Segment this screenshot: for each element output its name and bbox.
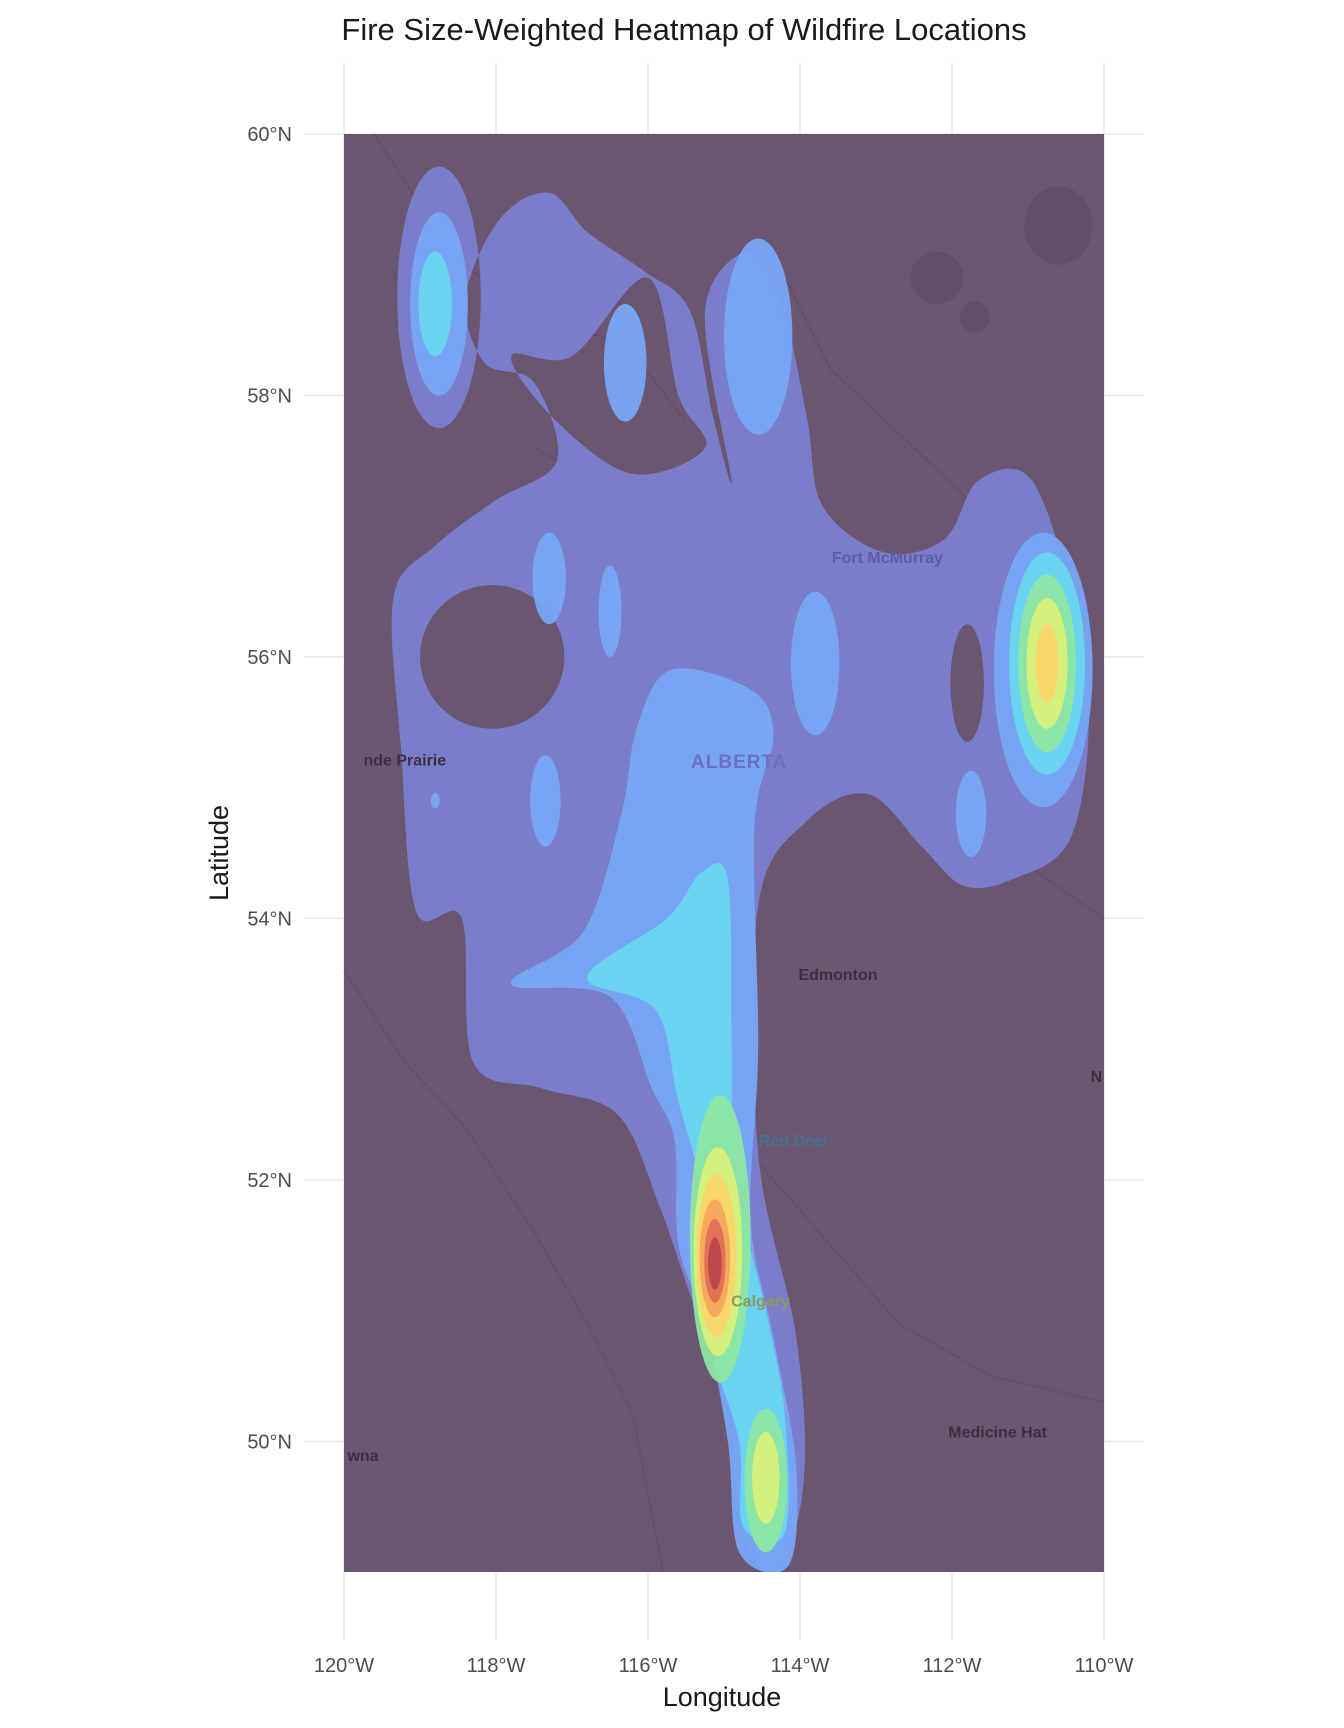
y-tick-label: 60°N [247,124,292,146]
map-label: Fort McMurray [832,550,943,567]
map-river [343,970,664,1573]
y-tick-label: 52°N [247,1170,292,1192]
density-band-2 [410,212,1093,1572]
y-tick-label: 50°N [247,1431,292,1453]
density-layer [391,166,1093,1572]
x-axis-title: Longitude [663,1682,782,1712]
x-tick-label: 118°W [467,1655,526,1677]
x-axis-ticks: 120°W 118°W 116°W 114°W 112°W 110°W [314,1655,1134,1677]
y-axis-ticks: 50°N 52°N 54°N 56°N 58°N 60°N [247,124,292,1453]
density-band-6 [696,624,1059,1337]
map-label: Red Deer [759,1133,829,1150]
y-tick-label: 54°N [247,908,292,930]
y-axis-title: Latitude [204,805,234,901]
x-tick-label: 112°W [923,1655,982,1677]
x-tick-label: 114°W [771,1655,830,1677]
map-label: ALBERTA [691,752,787,773]
density-band-3 [418,251,1086,1543]
map-label: Edmonton [798,967,877,984]
y-tick-label: 58°N [247,385,292,407]
x-tick-label: 110°W [1075,1655,1134,1677]
x-tick-label: 120°W [314,1655,374,1677]
map-label: wna [346,1448,378,1465]
density-band-9 [708,1237,722,1290]
density-band-5 [693,598,1068,1524]
map-label: nde Prairie [363,752,446,769]
chart-title: Fire Size-Weighted Heatmap of Wildfire L… [341,12,1026,47]
map-lake [1024,186,1093,265]
map-label: Medicine Hat [948,1424,1047,1441]
y-tick-label: 56°N [247,647,292,669]
map-lake [959,301,990,333]
map-lake [910,251,964,304]
map-labels: Fort McMurray ALBERTA nde Prairie Edmonton R… [346,550,1102,1465]
map-label: Calgary [731,1294,790,1311]
x-tick-label: 116°W [619,1655,678,1677]
map-label: N [1091,1069,1103,1086]
